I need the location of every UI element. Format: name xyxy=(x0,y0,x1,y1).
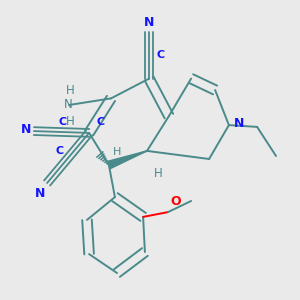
Text: N: N xyxy=(35,187,46,200)
Text: N: N xyxy=(233,117,244,130)
Polygon shape xyxy=(107,151,147,169)
Text: H: H xyxy=(154,167,163,180)
Text: H: H xyxy=(66,84,75,97)
Text: H: H xyxy=(66,115,75,128)
Text: N: N xyxy=(64,98,73,112)
Text: N: N xyxy=(144,16,154,29)
Text: C: C xyxy=(56,146,64,156)
Text: H: H xyxy=(112,147,121,158)
Text: N: N xyxy=(21,123,32,136)
Text: C: C xyxy=(157,50,165,60)
Text: C: C xyxy=(97,118,105,128)
Text: O: O xyxy=(170,195,181,208)
Text: C: C xyxy=(59,117,67,127)
